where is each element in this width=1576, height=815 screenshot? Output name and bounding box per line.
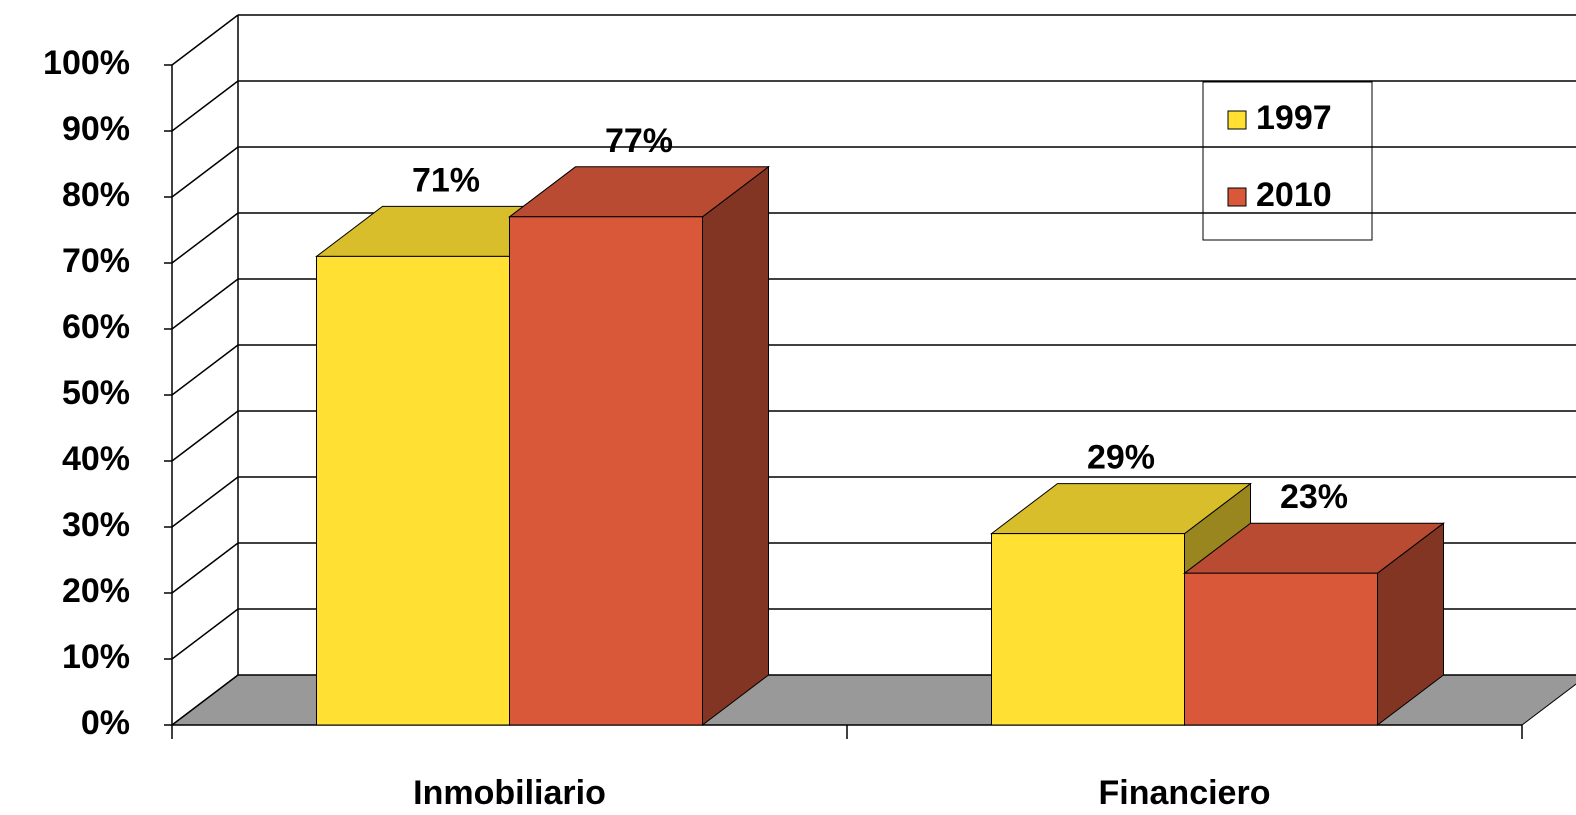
y-tick-label: 60% xyxy=(62,308,130,346)
grid-line xyxy=(171,14,239,66)
data-label: 23% xyxy=(1280,478,1348,516)
grid-line xyxy=(171,80,239,132)
y-tick-label: 100% xyxy=(43,44,130,82)
grid-line xyxy=(171,476,239,528)
x-tick-label: Inmobiliario xyxy=(413,774,606,812)
grid-line xyxy=(171,542,239,594)
y-tick-label: 30% xyxy=(62,506,130,544)
data-label: 77% xyxy=(605,122,673,160)
y-tick-label: 50% xyxy=(62,374,130,412)
grid-line xyxy=(171,212,239,264)
legend-label: 1997 xyxy=(1256,99,1332,137)
bar xyxy=(316,255,510,726)
grid-line xyxy=(171,608,239,660)
x-tick-label: Financiero xyxy=(1099,774,1271,812)
grid-line xyxy=(171,344,239,396)
data-label: 29% xyxy=(1087,439,1155,477)
grid-line xyxy=(171,674,239,726)
grid-line xyxy=(171,146,239,198)
data-label: 71% xyxy=(412,161,480,199)
bar xyxy=(1184,572,1378,726)
y-tick-label: 10% xyxy=(62,638,130,676)
y-tick-label: 70% xyxy=(62,242,130,280)
y-tick-label: 20% xyxy=(62,572,130,610)
legend-label: 2010 xyxy=(1256,176,1332,214)
legend-swatch xyxy=(1227,187,1247,207)
bar-side xyxy=(702,165,769,727)
y-tick-label: 90% xyxy=(62,110,130,148)
y-tick-label: 0% xyxy=(81,704,130,742)
y-tick-label: 80% xyxy=(62,176,130,214)
bar xyxy=(509,216,703,726)
grid-line xyxy=(171,278,239,330)
grid-line xyxy=(171,410,239,462)
y-tick-label: 40% xyxy=(62,440,130,478)
bar xyxy=(991,533,1185,726)
legend-swatch xyxy=(1227,110,1247,130)
